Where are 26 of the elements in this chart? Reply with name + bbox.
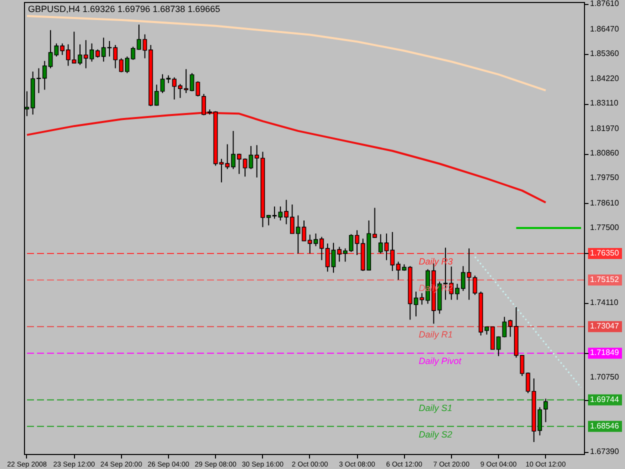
ref-line-label: Daily Pivot (418, 356, 462, 366)
y-tick-label: 1.70750 (590, 372, 620, 382)
y-tick-label: 1.67390 (590, 447, 620, 456)
y-tick-label: 1.75152 (590, 275, 620, 284)
y-tick-label: 1.76350 (590, 248, 620, 258)
y-tick-label: 1.73047 (590, 322, 620, 331)
y-tick-label: 1.74110 (590, 298, 619, 308)
y-tick-label: 1.79750 (590, 173, 620, 182)
y-tick-label: 1.71849 (590, 348, 620, 358)
y-tick-label: 1.78610 (590, 198, 620, 208)
y-tick-label: 1.85360 (590, 48, 620, 58)
y-tick-label: 1.68546 (590, 421, 620, 430)
y-tick-label: 1.87610 (590, 0, 620, 8)
y-tick-label: 1.77500 (590, 223, 620, 232)
ref-line-label: Daily R1 (418, 330, 453, 340)
y-tick-label: 1.83110 (590, 98, 619, 108)
ref-line-label: Daily S1 (418, 402, 452, 413)
y-tick-label: 1.80860 (590, 148, 620, 158)
candlestick (544, 398, 548, 423)
y-tick-label: 1.84220 (590, 74, 620, 84)
y-tick-label: 1.69744 (590, 394, 620, 404)
chart-title: GBPUSD,H4 1.69326 1.69796 1.68738 1.69665 (28, 4, 220, 14)
ref-line-label: Daily S2 (418, 429, 452, 440)
y-tick-label: 1.81970 (590, 124, 620, 133)
y-tick-label: 1.86470 (590, 24, 620, 34)
line-series (26, 14, 547, 92)
